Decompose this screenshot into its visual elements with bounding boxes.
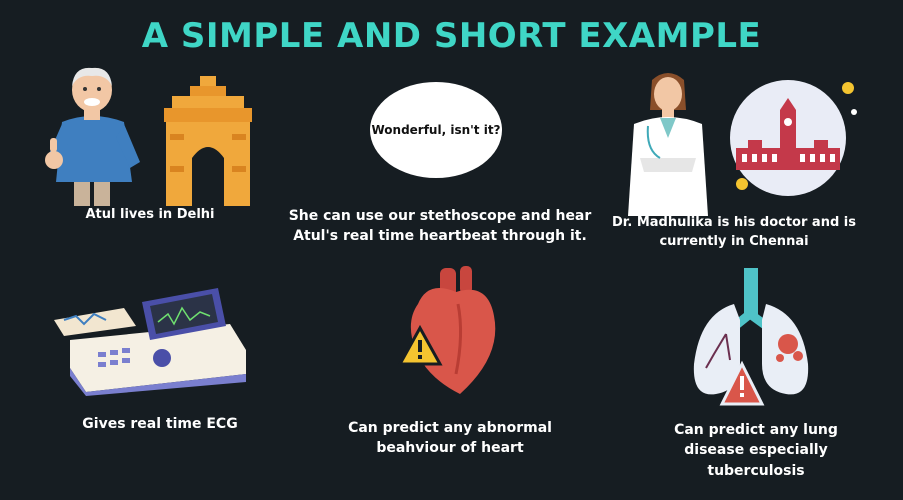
caption-doctor-line2: currently in Chennai (659, 233, 809, 249)
caption-stethoscope-line1: She can use our stethoscope and hear (288, 208, 592, 224)
caption-doctor: Dr. Madhulika is his doctor and is curre… (604, 214, 864, 252)
chennai-building-icon (730, 80, 857, 196)
caption-lungs-line2: disease especially (684, 442, 828, 459)
caption-lungs: Can predict any lung disease especially … (656, 420, 856, 481)
caption-lungs-line3: tuberculosis (707, 462, 805, 479)
page-title: A SIMPLE AND SHORT EXAMPLE (141, 16, 762, 56)
caption-lungs-line1: Can predict any lung (674, 422, 838, 438)
old-man-icon (45, 67, 140, 206)
speech-bubble-text: Wonderful, isn't it? (371, 123, 501, 137)
caption-ecg: Gives real time ECG (82, 416, 238, 432)
ecg-machine-icon (54, 288, 246, 396)
caption-heart-line2: beahviour of heart (376, 440, 524, 457)
caption-stethoscope-line2: Atul's real time heartbeat through it. (293, 228, 587, 245)
india-gate-icon (164, 76, 252, 206)
caption-atul: Atul lives in Delhi (85, 207, 215, 222)
caption-stethoscope: She can use our stethoscope and hear Atu… (272, 206, 608, 247)
caption-doctor-line1: Dr. Madhulika is his doctor and is (612, 215, 856, 230)
lungs-warning-icon (693, 268, 809, 406)
caption-heart-line1: Can predict any abnormal (348, 420, 552, 436)
heart-warning-icon (398, 266, 496, 394)
caption-heart: Can predict any abnormal beahviour of he… (340, 418, 560, 459)
speech-bubble: Wonderful, isn't it? (370, 82, 502, 178)
doctor-icon (628, 73, 708, 216)
